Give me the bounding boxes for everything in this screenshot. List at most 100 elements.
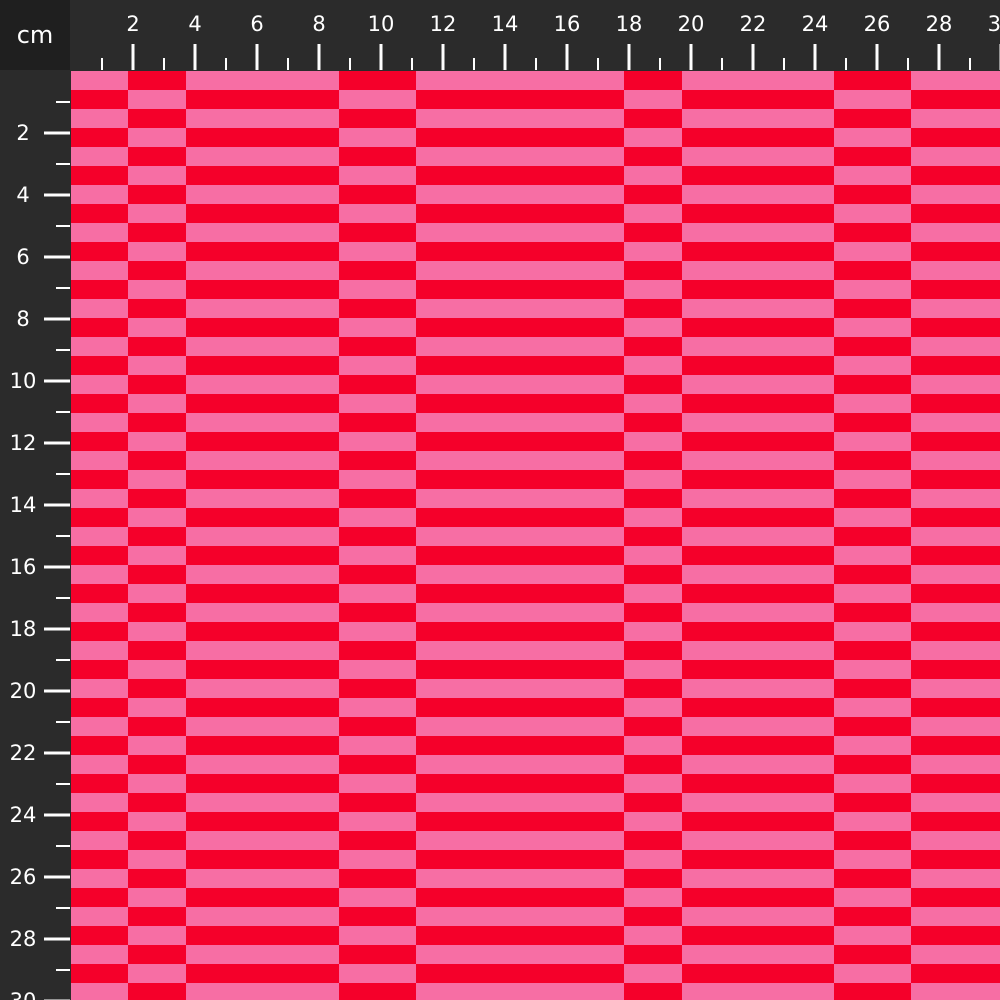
stripe xyxy=(71,774,128,793)
stripe xyxy=(682,356,834,375)
stripe xyxy=(71,166,128,185)
stripe xyxy=(416,128,624,147)
stripe xyxy=(682,812,834,831)
stripe xyxy=(186,774,339,793)
stripe xyxy=(911,660,1000,679)
stripe xyxy=(339,261,416,280)
left-tick-label: 30 xyxy=(10,989,37,1000)
stripe xyxy=(71,489,128,508)
stripe xyxy=(416,337,624,356)
stripe xyxy=(416,622,624,641)
stripe xyxy=(911,356,1000,375)
stripe xyxy=(911,603,1000,622)
stripe xyxy=(71,280,128,299)
stripe xyxy=(682,869,834,888)
stripe xyxy=(186,907,339,926)
stripe xyxy=(339,622,416,641)
stripe xyxy=(416,166,624,185)
stripe xyxy=(186,185,339,204)
stripe xyxy=(186,983,339,1000)
stripe xyxy=(624,508,682,527)
stripe xyxy=(416,185,624,204)
stripe xyxy=(339,394,416,413)
stripe xyxy=(911,223,1000,242)
stripe xyxy=(834,736,911,755)
stripe xyxy=(834,774,911,793)
stripe xyxy=(416,413,624,432)
stripe xyxy=(339,489,416,508)
stripe xyxy=(682,546,834,565)
stripe xyxy=(416,907,624,926)
stripe xyxy=(834,698,911,717)
stripe xyxy=(416,527,624,546)
stripe xyxy=(71,622,128,641)
left-tick-label: 22 xyxy=(10,741,37,765)
stripe xyxy=(416,242,624,261)
stripe xyxy=(339,508,416,527)
stripe xyxy=(911,945,1000,964)
stripe xyxy=(416,299,624,318)
stripe xyxy=(339,584,416,603)
stripe xyxy=(624,356,682,375)
stripe xyxy=(71,128,128,147)
stripe xyxy=(834,831,911,850)
stripe xyxy=(128,109,186,128)
stripe xyxy=(911,983,1000,1000)
stripe xyxy=(339,907,416,926)
stripe xyxy=(71,71,128,90)
stripe xyxy=(186,109,339,128)
stripe xyxy=(416,698,624,717)
ruler-corner xyxy=(0,0,70,70)
stripe xyxy=(911,565,1000,584)
stripe xyxy=(624,451,682,470)
stripe xyxy=(71,603,128,622)
stripe xyxy=(128,280,186,299)
stripe xyxy=(834,964,911,983)
stripe xyxy=(834,128,911,147)
left-tick-label: 12 xyxy=(10,431,37,455)
stripe xyxy=(911,299,1000,318)
stripe xyxy=(128,641,186,660)
stripe xyxy=(186,660,339,679)
stripe xyxy=(339,850,416,869)
stripe xyxy=(682,147,834,166)
stripe xyxy=(624,109,682,128)
stripe xyxy=(128,489,186,508)
stripe xyxy=(834,888,911,907)
stripe xyxy=(416,964,624,983)
stripe xyxy=(911,546,1000,565)
stripe xyxy=(834,926,911,945)
stripe xyxy=(682,888,834,907)
stripe xyxy=(128,698,186,717)
stripe xyxy=(339,337,416,356)
stripe xyxy=(416,470,624,489)
stripe xyxy=(71,793,128,812)
left-tick-label: 24 xyxy=(10,803,37,827)
stripe xyxy=(128,166,186,185)
stripe xyxy=(71,565,128,584)
stripe xyxy=(624,888,682,907)
stripe xyxy=(911,888,1000,907)
stripe xyxy=(186,888,339,907)
stripe xyxy=(339,660,416,679)
stripe xyxy=(911,337,1000,356)
stripe xyxy=(339,755,416,774)
stripe xyxy=(186,451,339,470)
top-tick-label: 2 xyxy=(126,12,139,36)
stripe xyxy=(339,603,416,622)
stripe xyxy=(416,945,624,964)
stripe xyxy=(834,413,911,432)
stripe xyxy=(624,299,682,318)
stripe xyxy=(339,926,416,945)
stripe xyxy=(71,641,128,660)
stripe xyxy=(682,375,834,394)
stripe xyxy=(682,223,834,242)
stripe xyxy=(128,584,186,603)
stripe xyxy=(682,755,834,774)
stripe xyxy=(339,565,416,584)
stripe xyxy=(911,413,1000,432)
stripe xyxy=(624,850,682,869)
stripe xyxy=(911,147,1000,166)
stripe xyxy=(682,964,834,983)
stripe xyxy=(911,185,1000,204)
